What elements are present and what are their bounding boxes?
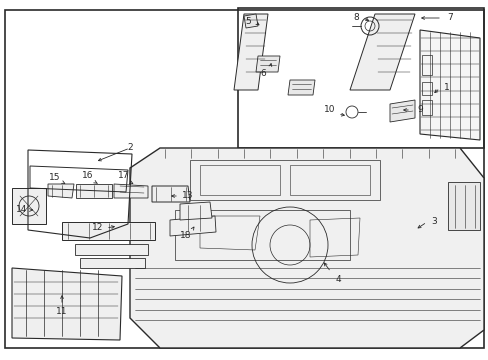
Text: 4: 4 <box>334 275 340 284</box>
Text: 3: 3 <box>430 217 436 226</box>
Polygon shape <box>180 202 212 220</box>
Polygon shape <box>80 258 145 268</box>
Polygon shape <box>287 80 314 95</box>
Polygon shape <box>76 184 112 198</box>
Polygon shape <box>48 184 74 198</box>
Text: 11: 11 <box>56 307 68 316</box>
Polygon shape <box>12 268 122 340</box>
Polygon shape <box>419 30 479 140</box>
Text: 5: 5 <box>244 18 250 27</box>
Polygon shape <box>75 244 148 255</box>
Polygon shape <box>130 148 483 348</box>
Bar <box>421 55 431 75</box>
Text: 2: 2 <box>127 144 133 153</box>
Polygon shape <box>62 222 155 240</box>
Text: 9: 9 <box>416 105 422 114</box>
Text: 8: 8 <box>352 13 358 22</box>
Polygon shape <box>349 14 414 90</box>
Text: 17: 17 <box>118 171 129 180</box>
Polygon shape <box>170 216 216 236</box>
Bar <box>421 100 431 115</box>
Polygon shape <box>389 100 414 122</box>
Text: 18: 18 <box>180 231 191 240</box>
Polygon shape <box>152 186 190 202</box>
Text: 13: 13 <box>182 192 193 201</box>
Bar <box>421 82 431 95</box>
Polygon shape <box>256 56 280 72</box>
Text: 10: 10 <box>324 105 335 114</box>
Polygon shape <box>447 182 479 230</box>
Text: 7: 7 <box>446 13 452 22</box>
Text: 14: 14 <box>16 206 28 215</box>
Polygon shape <box>244 14 258 28</box>
Text: 12: 12 <box>92 224 103 233</box>
Polygon shape <box>114 184 148 198</box>
Text: 15: 15 <box>49 174 61 183</box>
Text: 6: 6 <box>260 69 265 78</box>
Polygon shape <box>234 14 267 90</box>
Bar <box>238 8 483 148</box>
Text: 1: 1 <box>443 84 449 93</box>
Polygon shape <box>12 188 46 224</box>
Text: 16: 16 <box>82 171 94 180</box>
